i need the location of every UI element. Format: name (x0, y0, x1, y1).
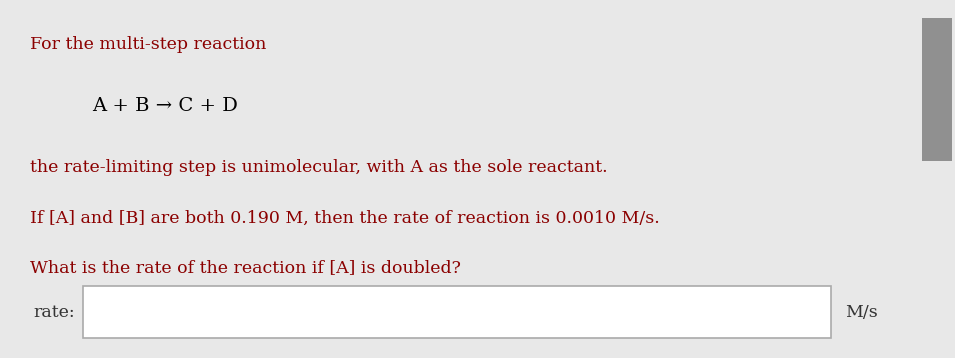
Text: What is the rate of the reaction if [A] is doubled?: What is the rate of the reaction if [A] … (31, 260, 461, 276)
FancyBboxPatch shape (83, 286, 832, 338)
FancyBboxPatch shape (922, 18, 952, 161)
Text: If [A] and [B] are both 0.190 M, then the rate of reaction is 0.0010 M/s.: If [A] and [B] are both 0.190 M, then th… (31, 209, 660, 226)
Text: rate:: rate: (33, 304, 75, 321)
Text: M/s: M/s (845, 304, 878, 321)
Text: the rate-limiting step is unimolecular, with A as the sole reactant.: the rate-limiting step is unimolecular, … (31, 159, 608, 176)
Text: A + B → C + D: A + B → C + D (92, 97, 238, 115)
Text: For the multi-step reaction: For the multi-step reaction (31, 36, 266, 53)
